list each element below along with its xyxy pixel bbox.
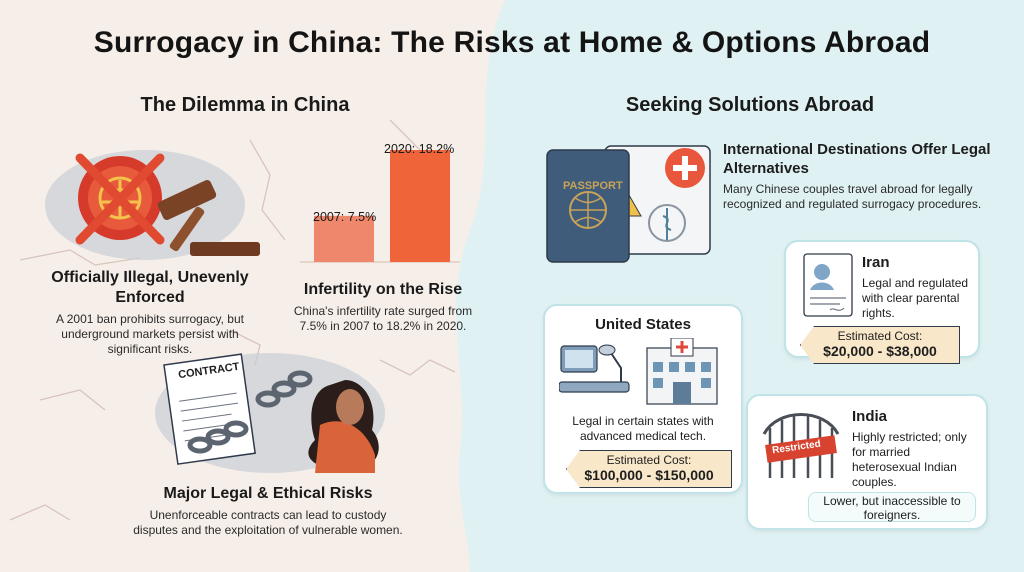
left-section-heading: The Dilemma in China <box>140 94 350 116</box>
hospital-equipment-icon <box>559 338 718 405</box>
us-cost-value: $100,000 - $150,000 <box>584 467 714 483</box>
infertility-chart <box>300 150 460 263</box>
us-name: United States <box>595 316 691 333</box>
restricted-gate-icon <box>762 413 840 478</box>
india-cost-note: Lower, but inaccessible to foreigners. <box>808 492 976 522</box>
bar-2020 <box>390 150 450 262</box>
banned-emblem-gavel-icon <box>45 150 260 260</box>
bar-label-2007: 2007: 7.5% <box>313 210 377 224</box>
document-person-icon <box>803 253 853 317</box>
passport-medical-icon <box>546 145 711 263</box>
intl-title: International Destinations Offer Legal A… <box>723 141 991 177</box>
infertility-title: Infertility on the Rise <box>303 281 463 298</box>
india-name: India <box>852 408 888 425</box>
iran-desc: Legal and regulated with clear parental … <box>862 276 969 320</box>
us-cost-label: Estimated Cost: <box>606 453 692 467</box>
illegal-title: Officially Illegal, Unevenly Enforced <box>51 269 249 306</box>
india-desc: Highly restricted; only for married hete… <box>852 430 967 489</box>
iran-cost-value: $20,000 - $38,000 <box>823 343 937 359</box>
page-title: Surrogacy in China: The Risks at Home & … <box>93 26 931 59</box>
contract-chain-woman-icon <box>155 353 385 473</box>
infertility-desc: China's infertility rate surged from 7.5… <box>293 304 473 333</box>
right-section-heading: Seeking Solutions Abroad <box>625 94 875 116</box>
risks-desc: Unenforceable contracts can lead to cust… <box>133 508 403 537</box>
india-card: Restricted India Highly restricted; only… <box>746 394 988 530</box>
illegal-desc: A 2001 ban prohibits surrogacy, but unde… <box>56 312 244 356</box>
intl-desc: Many Chinese couples travel abroad for l… <box>723 182 982 211</box>
iran-cost-label: Estimated Cost: <box>837 329 923 343</box>
bar-2007 <box>314 215 374 262</box>
us-desc: Legal in certain states with advanced me… <box>572 414 714 443</box>
iran-name: Iran <box>862 254 890 271</box>
bar-label-2020: 2020: 18.2% <box>384 142 455 156</box>
iran-cost-tag: Estimated Cost: $20,000 - $38,000 <box>800 326 960 364</box>
us-cost-tag: Estimated Cost: $100,000 - $150,000 <box>566 450 732 488</box>
risks-title: Major Legal & Ethical Risks <box>163 485 373 502</box>
passport-label: PASSPORT <box>563 180 623 192</box>
